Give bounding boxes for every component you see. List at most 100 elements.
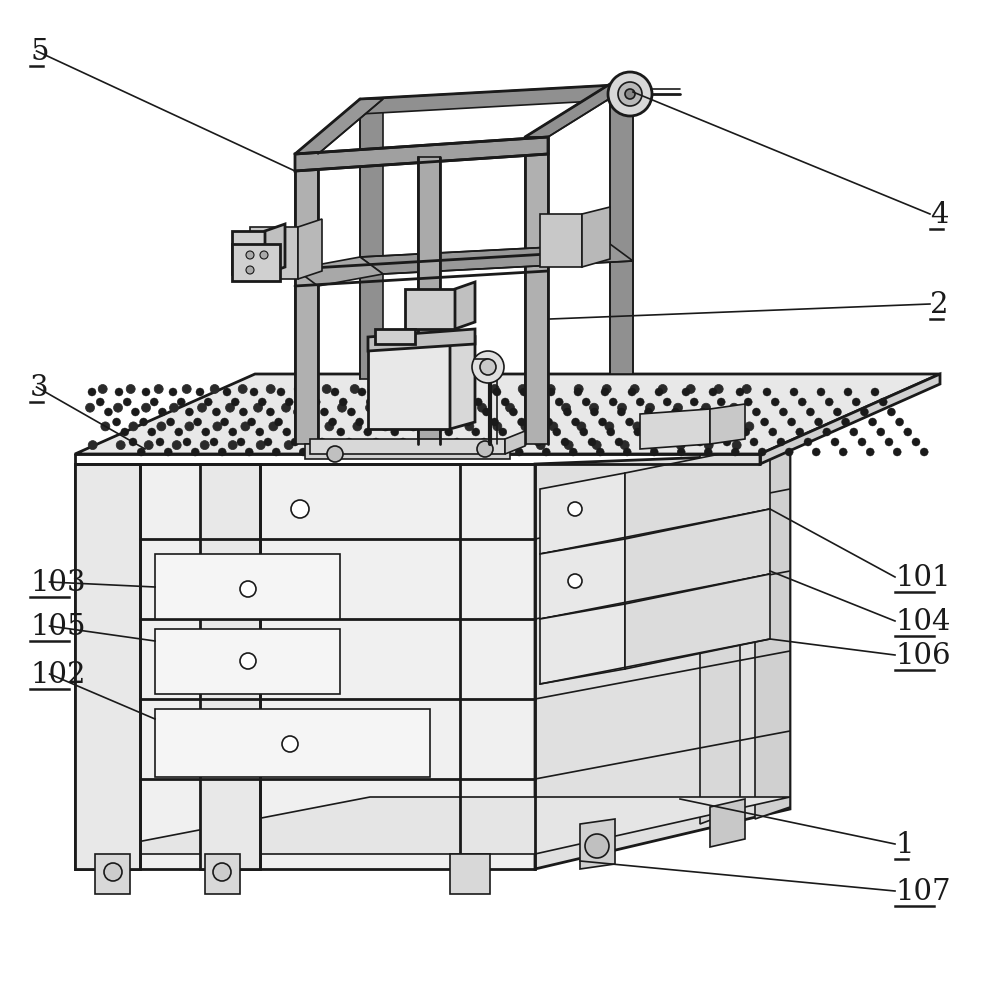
Circle shape [170,404,179,413]
Circle shape [294,386,303,394]
Circle shape [353,449,361,457]
Circle shape [488,449,496,457]
Circle shape [148,429,156,437]
Circle shape [226,404,235,413]
Circle shape [331,388,339,396]
Circle shape [157,422,166,432]
Polygon shape [75,464,535,869]
Circle shape [256,441,265,451]
Circle shape [736,388,744,396]
Circle shape [424,441,433,451]
Circle shape [771,398,779,406]
Circle shape [378,386,387,394]
Circle shape [129,422,138,432]
Circle shape [777,439,785,447]
Circle shape [437,419,445,427]
Circle shape [608,73,652,117]
Circle shape [568,575,582,589]
Circle shape [455,408,463,416]
Circle shape [536,408,544,416]
Circle shape [213,863,231,881]
Circle shape [758,449,766,457]
Circle shape [580,429,588,437]
Circle shape [462,386,471,394]
Circle shape [277,388,285,396]
Polygon shape [610,85,633,375]
Circle shape [588,439,596,447]
Circle shape [275,419,283,427]
Circle shape [732,441,741,451]
Circle shape [466,388,474,396]
Circle shape [393,398,401,406]
Circle shape [144,441,153,451]
Circle shape [534,404,543,413]
Circle shape [450,404,459,413]
Circle shape [480,360,496,376]
Circle shape [465,422,474,432]
Text: 101: 101 [895,563,950,592]
Circle shape [677,449,685,457]
Polygon shape [755,435,790,819]
Circle shape [245,449,253,457]
Circle shape [858,439,866,447]
Circle shape [258,398,266,406]
Circle shape [599,419,607,427]
Circle shape [391,429,399,437]
Polygon shape [540,215,582,268]
Circle shape [623,449,631,457]
Circle shape [745,422,754,432]
Circle shape [698,408,706,416]
Circle shape [690,398,698,406]
Polygon shape [250,228,298,280]
Circle shape [283,429,291,437]
Circle shape [796,429,804,437]
Circle shape [210,439,218,447]
Circle shape [617,408,625,416]
Circle shape [101,422,110,432]
Circle shape [142,404,151,413]
Circle shape [686,386,695,394]
Polygon shape [75,798,790,854]
Circle shape [650,449,658,457]
Polygon shape [368,345,450,430]
Circle shape [680,419,688,427]
Circle shape [246,267,254,275]
Circle shape [338,404,347,413]
Circle shape [218,449,226,457]
Circle shape [912,439,920,447]
Circle shape [491,419,499,427]
Circle shape [785,449,793,457]
Circle shape [269,422,278,432]
Circle shape [515,449,523,457]
Circle shape [592,441,601,451]
Circle shape [96,398,104,406]
Circle shape [480,439,488,447]
Circle shape [326,449,334,457]
Circle shape [798,398,806,406]
Circle shape [142,388,150,396]
Polygon shape [582,208,610,268]
Circle shape [272,449,280,457]
Circle shape [310,404,319,413]
Circle shape [661,422,670,432]
Circle shape [238,386,247,394]
Circle shape [410,419,418,427]
Circle shape [406,386,415,394]
Circle shape [291,439,299,447]
Circle shape [121,429,129,437]
Circle shape [725,408,733,416]
Circle shape [564,441,573,451]
Polygon shape [95,854,130,894]
Circle shape [366,398,374,406]
Circle shape [156,439,164,447]
Circle shape [302,419,310,427]
Circle shape [381,422,390,432]
Circle shape [602,386,611,394]
Circle shape [447,398,455,406]
Circle shape [223,388,231,396]
Circle shape [104,863,122,881]
Polygon shape [232,245,280,282]
Circle shape [237,439,245,447]
Circle shape [172,441,181,451]
Circle shape [620,441,629,451]
